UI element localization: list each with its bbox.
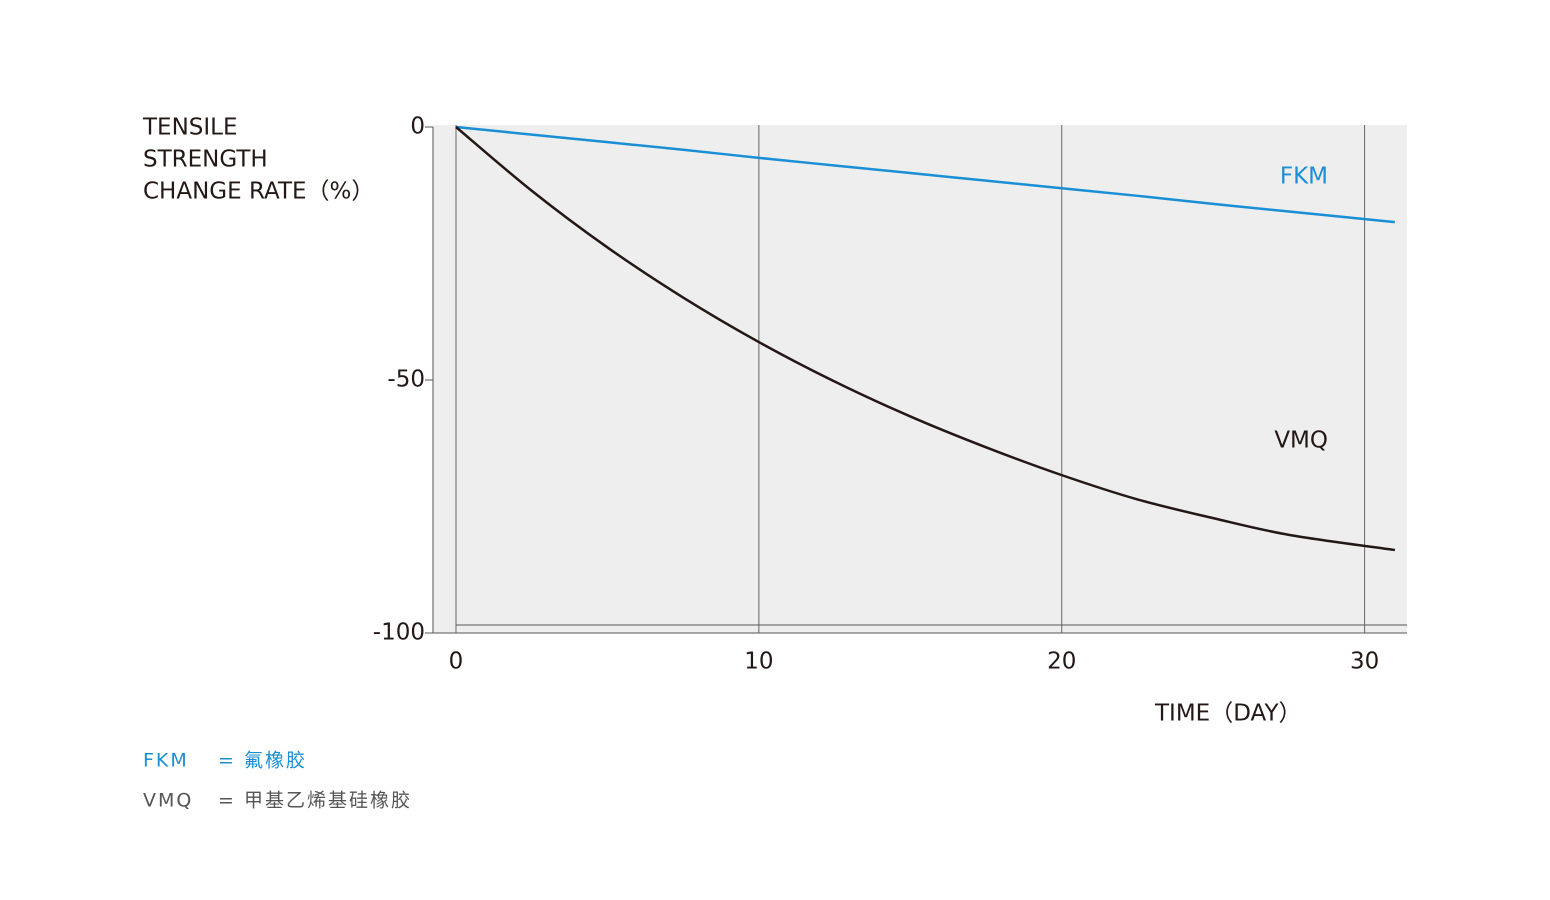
y-axis-title: TENSILE [142, 115, 238, 141]
note-desc: = 甲基乙烯基硅橡胶 [218, 790, 412, 812]
note-abbr: FKM [143, 750, 189, 772]
y-tick-label: 0 [410, 114, 425, 140]
series-line [455, 126, 1396, 552]
note-abbr: VMQ [143, 790, 193, 812]
y-axis-title: CHANGE RATE（%） [143, 179, 374, 205]
y-tick-label: -100 [373, 620, 425, 646]
x-axis-title: TIME（DAY） [1154, 701, 1302, 727]
x-tick-label: 30 [1350, 649, 1379, 675]
plot-area [433, 125, 1407, 633]
y-tick-label: -50 [387, 367, 425, 393]
y-axis-title: STRENGTH [143, 147, 268, 173]
series-label: FKM [1280, 164, 1328, 190]
series-line [455, 125, 1396, 224]
series-label: VMQ [1274, 428, 1328, 454]
note-desc: = 氟橡胶 [218, 750, 307, 772]
x-tick-label: 0 [449, 649, 464, 675]
x-tick-label: 10 [744, 649, 773, 675]
x-tick-label: 20 [1047, 649, 1076, 675]
